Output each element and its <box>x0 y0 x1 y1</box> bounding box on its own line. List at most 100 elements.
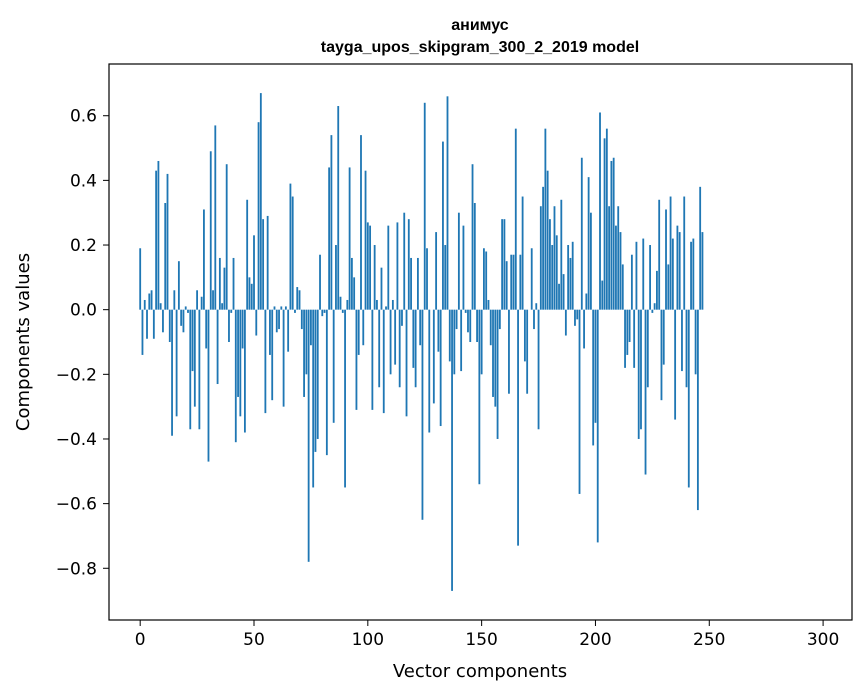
bar-234 <box>671 238 674 310</box>
bar-179 <box>546 170 549 310</box>
bar-189 <box>569 257 572 310</box>
x-tick-label: 200 <box>579 630 611 650</box>
bar-184 <box>558 283 560 310</box>
bar-243 <box>692 238 695 310</box>
bar-230 <box>662 309 665 365</box>
bar-142 <box>462 225 465 310</box>
bar-105 <box>378 309 381 388</box>
bar-47 <box>246 199 249 310</box>
bar-17 <box>177 261 180 310</box>
bar-59 <box>273 306 276 310</box>
bar-193 <box>578 309 581 494</box>
bar-163 <box>510 254 513 310</box>
bar-30 <box>207 309 210 462</box>
bar-85 <box>332 309 335 423</box>
bar-38 <box>225 164 228 310</box>
bar-13 <box>168 309 171 342</box>
bar-164 <box>512 254 515 310</box>
chart-title-line-2: tayga_upos_skipgram_300_2_2019 model <box>321 39 639 56</box>
bar-240 <box>685 309 688 388</box>
bar-161 <box>505 261 508 310</box>
bar-177 <box>542 186 545 310</box>
bar-247 <box>701 232 704 310</box>
bar-201 <box>596 309 599 543</box>
bar-0 <box>139 248 142 310</box>
bar-229 <box>660 309 663 401</box>
bar-160 <box>503 219 506 310</box>
bar-98 <box>362 309 365 346</box>
bar-125 <box>423 102 426 310</box>
bar-21 <box>187 309 189 313</box>
bar-68 <box>294 309 296 313</box>
bar-215 <box>628 309 631 342</box>
bar-49 <box>250 283 253 310</box>
bar-29 <box>205 309 208 349</box>
bar-60 <box>275 309 278 333</box>
bar-155 <box>492 309 494 397</box>
bar-16 <box>175 309 178 417</box>
bar-134 <box>444 245 447 310</box>
bar-219 <box>637 309 640 439</box>
bar-209 <box>615 225 617 310</box>
x-tick-label: 50 <box>243 630 265 650</box>
bar-91 <box>346 299 349 310</box>
bar-144 <box>467 309 469 333</box>
bar-185 <box>560 199 563 310</box>
bar-53 <box>259 93 262 310</box>
bar-126 <box>426 248 428 310</box>
bar-206 <box>608 206 611 310</box>
bar-35 <box>218 257 221 310</box>
plot-frame <box>108 63 853 621</box>
bar-113 <box>396 222 399 310</box>
bar-137 <box>451 309 453 591</box>
y-tick-label: 0.4 <box>70 171 97 191</box>
bar-220 <box>640 309 642 430</box>
bar-77 <box>314 309 317 452</box>
bar-57 <box>269 309 271 355</box>
bar-24 <box>193 309 196 407</box>
bar-115 <box>401 309 403 326</box>
bar-187 <box>564 309 567 336</box>
bar-124 <box>421 309 424 520</box>
bar-222 <box>644 309 647 475</box>
bar-145 <box>469 309 472 342</box>
bar-20 <box>184 306 187 310</box>
bar-93 <box>350 257 353 310</box>
bar-159 <box>501 219 504 310</box>
bar-148 <box>476 309 478 342</box>
bar-78 <box>316 309 319 439</box>
bar-43 <box>237 309 239 397</box>
bar-36 <box>221 303 224 310</box>
bar-99 <box>364 170 367 310</box>
bar-216 <box>630 254 633 310</box>
bar-223 <box>646 309 649 388</box>
bar-181 <box>551 245 554 310</box>
bar-1 <box>141 309 144 355</box>
bar-4 <box>148 293 151 310</box>
bar-50 <box>253 235 255 310</box>
bar-37 <box>223 267 226 310</box>
bar-22 <box>189 309 192 430</box>
bar-237 <box>678 232 681 310</box>
bar-198 <box>589 212 592 310</box>
bar-235 <box>674 309 677 420</box>
bar-25 <box>196 290 198 310</box>
bar-173 <box>533 309 535 330</box>
bar-170 <box>526 309 529 394</box>
bar-151 <box>483 248 485 310</box>
bar-79 <box>319 254 321 310</box>
bar-217 <box>633 309 636 368</box>
bar-168 <box>521 196 524 310</box>
bar-41 <box>232 257 235 310</box>
bar-204 <box>603 138 606 310</box>
bar-62 <box>280 306 283 310</box>
bar-76 <box>312 309 315 488</box>
bar-133 <box>442 141 444 310</box>
x-tick-label: 300 <box>807 630 839 650</box>
bar-52 <box>257 122 260 310</box>
bar-95 <box>355 309 358 410</box>
y-tick-label: 0.6 <box>70 107 97 127</box>
bar-192 <box>576 309 579 320</box>
bar-67 <box>291 196 294 310</box>
bar-103 <box>373 245 376 310</box>
